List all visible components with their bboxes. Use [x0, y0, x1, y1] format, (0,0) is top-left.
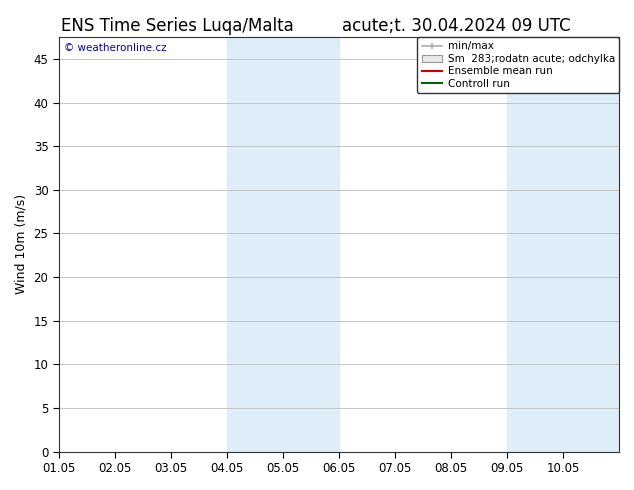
Bar [227, 37, 339, 452]
Legend: min/max, Sm  283;rodatn acute; odchylka, Ensemble mean run, Controll run: min/max, Sm 283;rodatn acute; odchylka, … [417, 37, 619, 93]
Bar [507, 37, 619, 452]
Y-axis label: Wind 10m (m/s): Wind 10m (m/s) [15, 194, 28, 294]
Text: ENS Time Series Luqa/Malta: ENS Time Series Luqa/Malta [61, 17, 294, 35]
Text: © weatheronline.cz: © weatheronline.cz [65, 43, 167, 53]
Text: acute;t. 30.04.2024 09 UTC: acute;t. 30.04.2024 09 UTC [342, 17, 571, 35]
